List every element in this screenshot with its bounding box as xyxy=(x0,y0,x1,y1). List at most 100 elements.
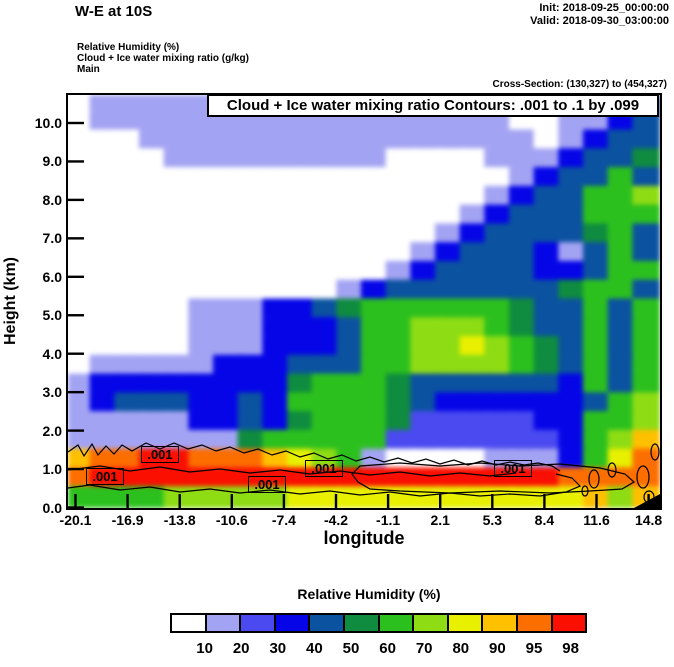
legend-color-cell xyxy=(170,613,207,633)
legend-boundary-label: 90 xyxy=(489,640,506,657)
y-tick-label: 6.0 xyxy=(42,268,62,285)
y-tick-mark xyxy=(68,121,84,125)
y-tick-mark xyxy=(68,390,84,394)
y-tick-label: 10.0 xyxy=(34,115,62,131)
x-tick-label: 5.3 xyxy=(482,512,503,528)
init-time: Init: 2018-09-25_00:00:00 xyxy=(539,2,669,14)
legend-colorbar xyxy=(170,613,588,633)
contour-and-ticks-overlay xyxy=(68,121,660,508)
cross-section-label: Cross-Section: (130,327) to (454,327) xyxy=(492,79,667,90)
rh-cell xyxy=(607,486,639,508)
legend-color-cell xyxy=(308,613,345,633)
rh-cell xyxy=(336,486,367,508)
x-tick-label: -10.6 xyxy=(215,512,248,528)
y-tick-label: 3.0 xyxy=(42,384,62,401)
legend-boundary-label: 30 xyxy=(269,640,287,657)
y-tick-mark xyxy=(68,314,84,317)
y-tick-mark xyxy=(68,198,84,202)
rh-cell xyxy=(583,486,614,508)
y-tick-label: 9.0 xyxy=(42,153,62,170)
cloud-ice-contour-blob xyxy=(588,469,600,489)
legend-color-cell xyxy=(342,613,380,633)
rh-cell xyxy=(237,486,269,508)
rh-cell xyxy=(361,486,392,508)
x-tick-label: 14.8 xyxy=(634,512,663,528)
rh-cell xyxy=(89,486,121,508)
y-tick-label: 1.0 xyxy=(42,461,62,478)
legend-boundary-label: 10 xyxy=(196,640,213,657)
rh-cell xyxy=(435,486,466,508)
rh-cell xyxy=(533,486,565,508)
x-tick-mark xyxy=(543,494,546,508)
contour-value-label: .001 xyxy=(305,460,343,477)
cloud-ice-contour-line xyxy=(68,473,582,497)
y-tick-mark xyxy=(68,160,84,163)
x-tick-label: 11.6 xyxy=(583,512,610,528)
legend-title: Relative Humidity (%) xyxy=(297,586,441,602)
legend-color-cell xyxy=(239,613,276,633)
cloud-ice-contour-blob xyxy=(650,443,660,461)
y-tick-mark xyxy=(68,352,84,355)
contour-value-label: .001 xyxy=(86,468,124,485)
x-tick-mark xyxy=(126,494,129,508)
plot-area: Cloud + Ice water mixing ratio Contours:… xyxy=(66,93,662,510)
legend-color-cell xyxy=(273,613,311,633)
rh-cell xyxy=(213,486,244,508)
x-tick-mark xyxy=(595,494,598,508)
valid-time: Valid: 2018-09-30_03:00:00 xyxy=(530,15,669,27)
cloud-ice-contour-blob xyxy=(607,462,617,478)
x-tick-label: 2.1 xyxy=(430,512,450,528)
cloud-ice-contour-line xyxy=(351,462,636,494)
legend-boundary-label: 70 xyxy=(415,640,433,657)
legend-boundary-label: 95 xyxy=(525,640,543,657)
rh-cell xyxy=(287,486,318,508)
terrain-mask xyxy=(634,494,660,508)
x-axis-title: longitude xyxy=(323,528,405,548)
legend-color-cell xyxy=(481,613,518,633)
x-tick-label: 8.4 xyxy=(534,512,555,528)
x-tick-mark xyxy=(334,494,338,508)
legend-color-cell xyxy=(550,613,588,633)
x-tick-label: -1.1 xyxy=(376,512,401,528)
x-tick-mark xyxy=(491,494,494,508)
legend-color-cell xyxy=(377,613,415,633)
rh-cell xyxy=(139,486,170,508)
x-tick-label: -20.1 xyxy=(59,512,92,528)
legend-boundary-label: 80 xyxy=(452,640,470,657)
y-tick-label: 2.0 xyxy=(42,422,62,439)
rh-cell xyxy=(188,486,219,508)
cloud-ice-contour-blob xyxy=(636,465,650,489)
x-tick-mark xyxy=(74,494,77,508)
y-tick-label: 7.0 xyxy=(42,230,62,247)
legend-boundary-label: 20 xyxy=(232,640,250,657)
rh-filled-contours xyxy=(68,95,660,508)
rh-cell xyxy=(114,486,145,508)
legend-boundary-label: 50 xyxy=(342,640,360,657)
field-rh: Relative Humidity (%) xyxy=(77,42,180,53)
field-list: Relative Humidity (%) Cloud + Ice water … xyxy=(77,42,249,75)
cloud-ice-contour-line xyxy=(68,465,517,477)
plot-inset-title: Cloud + Ice water mixing ratio Contours:… xyxy=(207,94,659,117)
x-tick-label: -16.9 xyxy=(111,512,144,528)
x-tick-mark xyxy=(439,494,442,508)
field-cloud-ice: Cloud + Ice water mixing ratio (g/kg) xyxy=(77,53,249,64)
x-tick-mark xyxy=(282,494,286,508)
contour-value-label: .001 xyxy=(141,446,179,463)
field-domain: Main xyxy=(77,64,100,75)
y-tick-label: 8.0 xyxy=(42,191,62,208)
y-tick-mark xyxy=(68,237,84,240)
legend-color-cell xyxy=(515,613,553,633)
y-tick-label: 0.0 xyxy=(42,499,62,516)
legend-color-cell xyxy=(412,613,449,633)
y-tick-mark xyxy=(68,506,84,508)
contour-value-label: .001 xyxy=(494,460,532,477)
y-tick-label: 5.0 xyxy=(42,307,62,324)
page-title: W-E at 10S xyxy=(75,3,153,20)
y-tick-label: 4.0 xyxy=(42,345,62,362)
legend-boundary-label: 60 xyxy=(379,640,396,657)
x-tick-mark xyxy=(386,494,390,508)
legend-boundary-label: 98 xyxy=(562,640,579,657)
contour-value-label: .001 xyxy=(248,476,286,493)
model-times: Init: 2018-09-25_00:00:00 Valid: 2018-09… xyxy=(530,2,669,28)
